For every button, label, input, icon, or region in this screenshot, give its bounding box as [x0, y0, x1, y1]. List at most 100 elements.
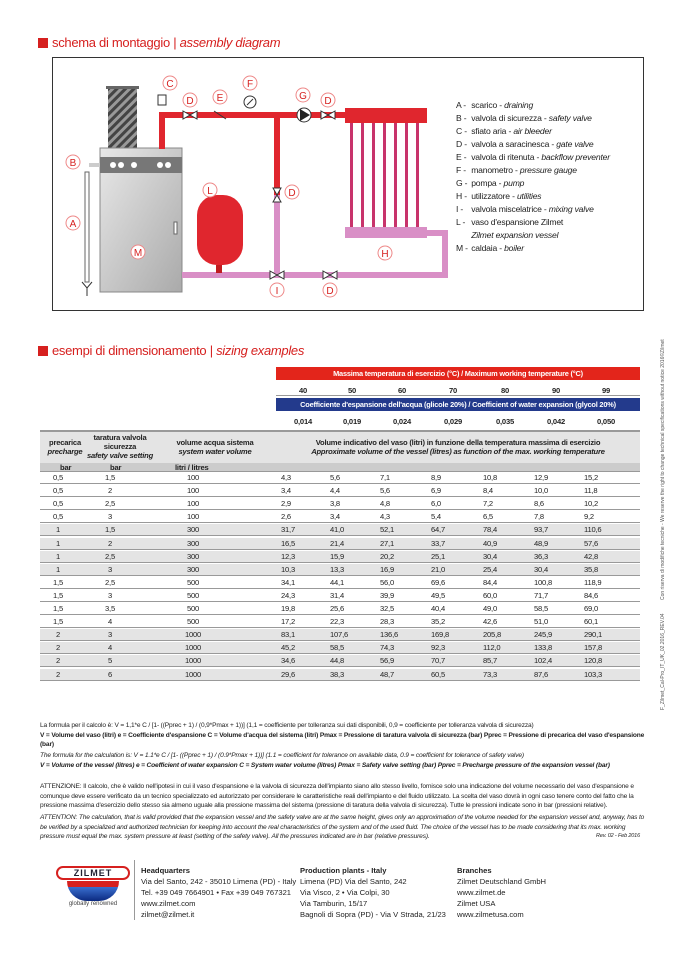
safety-valve-value: 2,5 — [105, 499, 115, 509]
vessel-volume-value: 7,1 — [380, 473, 390, 482]
system-volume-value: 1000 — [184, 656, 202, 666]
vessel-volume-value: 22,3 — [330, 617, 344, 627]
label-d: D — [322, 282, 338, 298]
safety-valve-value: 6 — [107, 669, 113, 679]
vessel-volume-value: 48,7 — [380, 669, 394, 679]
vessel-volume-value: 21,0 — [431, 564, 445, 574]
vessel-volume-value: 52,1 — [380, 525, 394, 535]
de-website-link[interactable]: www.zilmet.de — [457, 888, 506, 897]
label-a: A — [65, 215, 81, 231]
vessel-volume-value: 31,4 — [330, 590, 344, 600]
coefficient-value: 0,024 — [392, 417, 411, 426]
vessel-volume-value: 9,2 — [584, 512, 594, 522]
heading-en: assembly diagram — [179, 35, 281, 50]
vessel-volume-value: 42,6 — [483, 617, 497, 627]
vessel-volume-value: 70,7 — [431, 656, 445, 666]
vessel-volume-value: 10,3 — [281, 564, 295, 574]
vessel-volume-value: 112,0 — [483, 643, 501, 653]
system-volume-value: 1000 — [184, 630, 202, 640]
vessel-volume-value: 4,4 — [330, 486, 340, 496]
attention-en: ATTENTION: The calculation, that is vali… — [40, 814, 645, 840]
hq-email-link[interactable]: zilmet@zilmet.it — [141, 910, 195, 919]
vessel-volume-value: 6,5 — [483, 512, 493, 522]
vessel-volume-value: 8,9 — [431, 473, 441, 482]
label-f: F — [242, 75, 258, 91]
precharge-value: 1,5 — [53, 604, 63, 613]
vessel-volume-value: 12,9 — [534, 473, 548, 482]
vessel-volume-value: 133,8 — [534, 643, 553, 653]
temperature-value: 50 — [347, 386, 357, 395]
table-row — [40, 655, 640, 668]
table-row — [40, 472, 640, 484]
svg-text:F: F — [247, 79, 253, 90]
vessel-volume-value: 4,3 — [281, 473, 291, 482]
vessel-volume-value: 38,3 — [330, 669, 344, 679]
vessel-volume-value: 49,5 — [431, 590, 445, 600]
system-volume-value: 100 — [186, 486, 200, 496]
vessel-volume-value: 58,5 — [534, 604, 548, 613]
diagram-legend: A - scarico - draining B - valvola di sic… — [456, 99, 610, 255]
chimney — [106, 86, 139, 148]
precharge-value: 1 — [55, 564, 61, 574]
vessel-volume-value: 36,3 — [534, 551, 548, 561]
coefficient-header-bar: Coefficiente d'espansione dell'acqua (gl… — [276, 398, 640, 411]
vessel-volume-value: 69,6 — [431, 577, 445, 587]
legend-item: M - caldaia - boiler — [456, 243, 524, 253]
vessel-volume-value: 48,9 — [534, 538, 548, 548]
label-d: D — [284, 184, 300, 200]
vessel-volume-value: 60,0 — [483, 590, 497, 600]
temperature-value: 40 — [298, 386, 308, 395]
vessel-volume-value: 3,8 — [330, 499, 340, 509]
vessel-volume-value: 40,4 — [431, 604, 445, 613]
legend-item: F - manometro - pressure gauge — [456, 165, 577, 175]
coefficient-value: 0,035 — [495, 417, 514, 426]
precharge-value: 1 — [55, 525, 61, 535]
legend-item: D - valvola a saracinesca - gate valve — [456, 139, 594, 149]
backflow-preventer-icon — [213, 110, 227, 120]
system-volume-value: 500 — [186, 577, 200, 587]
vessel-volume-value: 83,1 — [281, 630, 295, 640]
hq-website-link[interactable]: www.zilmet.com — [141, 899, 196, 908]
boiler — [99, 147, 183, 293]
precharge-value: 1 — [55, 538, 61, 548]
safety-valve-value: 3,5 — [105, 604, 115, 613]
legend-item: B - valvola di sicurezza - safety valve — [456, 113, 592, 123]
vessel-volume-value: 64,7 — [431, 525, 445, 535]
usa-website-link[interactable]: www.zilmetusa.com — [457, 910, 524, 919]
vessel-volume-value: 33,7 — [431, 538, 445, 548]
vessel-volume-value: 205,8 — [483, 630, 502, 640]
table-row — [40, 524, 640, 537]
vessel-volume-value: 3,4 — [330, 512, 340, 522]
coefficient-value: 0,014 — [293, 417, 312, 426]
vessel-volume-value: 44,1 — [330, 577, 344, 587]
vessel-volume-value: 25,6 — [330, 604, 344, 613]
precharge-value: 2 — [55, 630, 61, 640]
vessel-volume-value: 136,6 — [380, 630, 399, 640]
svg-text:D: D — [326, 286, 333, 297]
supply-pipe — [159, 112, 346, 195]
vessel-volume-value: 24,3 — [281, 590, 295, 600]
temperature-header-bar: Massima temperatura di esercizio (°C) / … — [276, 367, 640, 380]
vessel-volume-value: 10,8 — [483, 473, 497, 482]
vessel-volume-value: 6,0 — [431, 499, 441, 509]
svg-text:M: M — [134, 248, 142, 259]
precharge-value: 2 — [55, 656, 61, 666]
system-volume-value: 1000 — [184, 643, 202, 653]
precharge-value: 1,5 — [53, 617, 63, 627]
safety-valve-value: 3 — [107, 512, 113, 522]
vessel-volume-value: 60,5 — [431, 669, 445, 679]
legend-item: L - vaso d'espansione Zilmet — [456, 217, 564, 227]
attention-it: ATTENZIONE: Il calcolo, che è valido nel… — [40, 783, 634, 809]
system-volume-value: 300 — [186, 525, 200, 535]
vessel-volume-value: 2,6 — [281, 512, 291, 522]
vessel-volume-value: 16,9 — [380, 564, 394, 574]
sizing-table: Massima temperatura di esercizio (°C) / … — [40, 367, 640, 681]
heading-it: esempi di dimensionamento — [52, 343, 207, 358]
units-row — [40, 463, 640, 472]
col-system-volume: volume acqua sistema system water volume — [176, 438, 254, 456]
vessel-volume-value: 20,2 — [380, 551, 394, 561]
vessel-volume-value: 93,7 — [534, 525, 548, 535]
vessel-volume-value: 27,1 — [380, 538, 394, 548]
table-row — [40, 629, 640, 642]
vessel-volume-value: 7,8 — [534, 512, 544, 522]
